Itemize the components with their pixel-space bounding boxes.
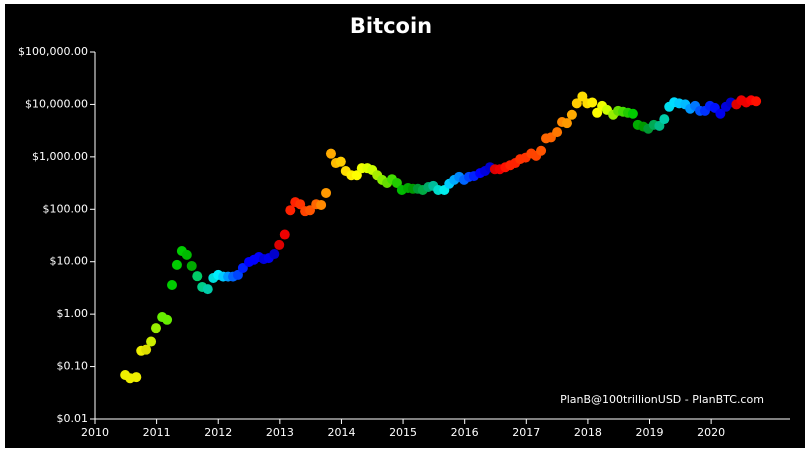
data-point: [571, 98, 582, 109]
data-point: [566, 109, 577, 120]
data-point: [274, 239, 285, 250]
data-point: [279, 229, 290, 240]
data-point: [181, 249, 192, 260]
x-tick-label: 2016: [451, 426, 479, 439]
data-point: [285, 205, 296, 216]
y-tick-label: $1.00: [57, 307, 89, 320]
data-point: [202, 284, 213, 295]
data-point: [146, 336, 157, 347]
data-point: [561, 118, 572, 129]
data-point: [751, 96, 762, 107]
data-point: [659, 114, 670, 125]
data-point: [150, 323, 161, 334]
data-point: [715, 108, 726, 119]
data-point: [552, 127, 563, 138]
data-point: [627, 108, 638, 119]
y-tick-label: $10,000.00: [25, 97, 88, 110]
x-tick-label: 2014: [327, 426, 355, 439]
y-tick-label: $100.00: [43, 202, 89, 215]
x-tick-label: 2018: [574, 426, 602, 439]
data-point: [587, 97, 598, 108]
y-tick-label: $0.10: [57, 360, 89, 373]
data-point: [391, 177, 402, 188]
chart-background: [5, 4, 805, 448]
y-tick-label: $100,000.00: [18, 45, 88, 58]
x-tick-label: 2012: [204, 426, 232, 439]
data-point: [305, 205, 316, 216]
x-tick-label: 2015: [389, 426, 417, 439]
data-point: [237, 262, 248, 273]
x-tick-label: 2019: [636, 426, 664, 439]
data-point: [232, 269, 243, 280]
data-point: [186, 260, 197, 271]
data-point: [269, 249, 280, 260]
data-point: [321, 187, 332, 198]
data-point: [171, 259, 182, 270]
data-point: [577, 91, 588, 102]
y-tick-label: $0.01: [57, 412, 89, 425]
data-point: [295, 199, 306, 210]
data-point: [325, 148, 336, 159]
x-tick-label: 2010: [81, 426, 109, 439]
y-tick-label: $1,000.00: [32, 150, 88, 163]
data-point: [351, 170, 362, 181]
data-point: [335, 156, 346, 167]
data-point: [162, 314, 173, 325]
x-tick-label: 2020: [697, 426, 725, 439]
data-point: [131, 372, 142, 383]
x-tick-label: 2013: [266, 426, 294, 439]
annotation: PlanB@100trillionUSD - PlanBTC.com: [560, 393, 764, 406]
data-point: [536, 145, 547, 156]
data-point: [141, 344, 152, 355]
x-tick-label: 2017: [512, 426, 540, 439]
data-point: [167, 279, 178, 290]
data-point: [316, 199, 327, 210]
y-tick-label: $10.00: [50, 255, 89, 268]
data-point: [192, 271, 203, 282]
chart-title: Bitcoin: [350, 14, 432, 38]
x-tick-label: 2011: [143, 426, 171, 439]
data-point: [592, 107, 603, 118]
